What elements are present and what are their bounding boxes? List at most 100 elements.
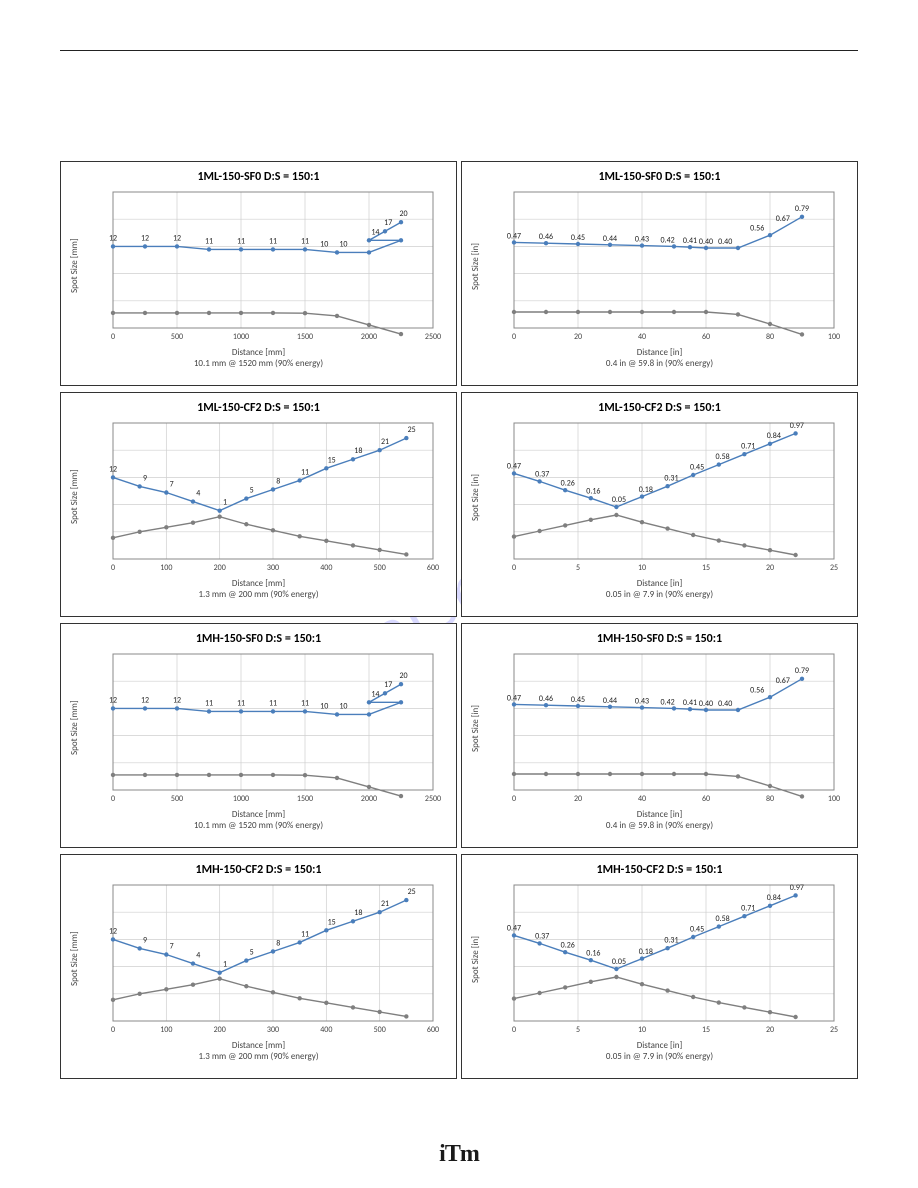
data-marker [244, 958, 248, 962]
data-marker [111, 937, 115, 941]
data-marker [303, 247, 307, 251]
data-label: 0.46 [539, 694, 553, 704]
data-marker [351, 1005, 355, 1009]
data-marker [544, 310, 548, 314]
data-label: 12 [109, 233, 117, 243]
data-label: 0.47 [507, 693, 521, 703]
data-marker [324, 1001, 328, 1005]
data-marker [614, 967, 618, 971]
data-marker [736, 774, 740, 778]
x-tick-label: 600 [427, 1025, 439, 1035]
data-marker [303, 311, 307, 315]
data-label: 5 [250, 948, 254, 958]
data-label: 0.16 [586, 948, 600, 958]
data-marker [691, 473, 695, 477]
data-marker [111, 475, 115, 479]
data-line [514, 312, 802, 334]
data-line [113, 222, 401, 252]
x-tick-label: 100 [828, 794, 840, 804]
data-label: 4 [196, 951, 200, 961]
data-label: 0.41 [683, 236, 697, 246]
x-tick-label: 10 [638, 1025, 646, 1035]
data-label: 18 [354, 446, 362, 456]
x-tick-label: 400 [320, 563, 332, 573]
data-marker [576, 310, 580, 314]
data-marker [768, 548, 772, 552]
chart-panel: 1ML-150-SF0 D:S = 150:1Spot Size [mm]050… [60, 161, 457, 386]
top-rule [60, 50, 858, 51]
data-label: 10 [320, 239, 328, 249]
data-label: 1 [223, 960, 227, 970]
data-marker [399, 332, 403, 336]
chart-wrap: Spot Size [mm]01002003004005006001297415… [67, 417, 450, 577]
x-tick-label: 500 [171, 794, 183, 804]
data-label: 11 [301, 467, 309, 477]
chart-panel: 1MH-150-SF0 D:S = 150:1Spot Size [mm]050… [60, 623, 457, 848]
data-marker [800, 794, 804, 798]
data-marker [217, 976, 221, 980]
data-marker [111, 311, 115, 315]
data-marker [217, 508, 221, 512]
data-label: 10 [339, 701, 347, 711]
data-marker [324, 466, 328, 470]
data-marker [137, 530, 141, 534]
data-label: 9 [143, 935, 147, 945]
data-label: 8 [276, 476, 280, 486]
data-marker [377, 448, 381, 452]
data-marker [768, 442, 772, 446]
data-marker [608, 772, 612, 776]
x-tick-label: 0 [512, 332, 516, 342]
x-tick-label: 300 [267, 563, 279, 573]
data-label: 0.05 [612, 495, 626, 505]
data-label: 9 [143, 473, 147, 483]
data-marker [175, 244, 179, 248]
data-marker [563, 488, 567, 492]
data-label: 12 [141, 695, 149, 705]
data-marker [377, 548, 381, 552]
data-label: 0.47 [507, 924, 521, 934]
data-marker [640, 956, 644, 960]
x-tick-label: 500 [374, 563, 386, 573]
data-marker [377, 910, 381, 914]
data-marker [191, 983, 195, 987]
data-marker [271, 990, 275, 994]
data-label: 0.97 [790, 883, 804, 893]
plot-area: 0500100015002000250012121211111111101014… [82, 186, 450, 346]
data-marker [717, 538, 721, 542]
data-marker [589, 518, 593, 522]
chart-wrap: Spot Size [in]0204060801000.470.460.450.… [468, 186, 851, 346]
data-marker [335, 776, 339, 780]
data-label: 0.47 [507, 231, 521, 241]
data-label: 14 [371, 227, 379, 237]
data-line [113, 979, 406, 1017]
panel-caption: 0.4 in @ 59.8 in (90% energy) [468, 358, 851, 369]
data-label: 0.40 [718, 699, 732, 709]
data-marker [793, 553, 797, 557]
chart-wrap: Spot Size [in]0204060801000.470.460.450.… [468, 648, 851, 808]
data-marker [589, 958, 593, 962]
chart-panel: 1ML-150-CF2 D:S = 150:1Spot Size [in]051… [461, 392, 858, 617]
x-tick-label: 600 [427, 563, 439, 573]
data-marker [207, 311, 211, 315]
chart-svg: 05101520250.470.370.260.160.050.180.310.… [483, 417, 851, 577]
data-label: 0.79 [795, 204, 809, 214]
chart-grid: 1ML-150-SF0 D:S = 150:1Spot Size [mm]050… [60, 161, 858, 1079]
data-label: 0.43 [635, 697, 649, 707]
plot-area: 0100200300400500600129741581115182125 [82, 417, 450, 577]
data-marker [736, 708, 740, 712]
data-marker [742, 543, 746, 547]
data-marker [793, 1015, 797, 1019]
data-marker [512, 534, 516, 538]
data-marker [143, 311, 147, 315]
data-marker [164, 952, 168, 956]
chart-wrap: Spot Size [mm]01002003004005006001297415… [67, 879, 450, 1039]
data-marker [175, 773, 179, 777]
data-label: 15 [328, 917, 336, 927]
data-marker [164, 490, 168, 494]
data-marker [800, 215, 804, 219]
data-marker [640, 772, 644, 776]
data-marker [164, 525, 168, 529]
data-marker [143, 244, 147, 248]
data-line [514, 515, 796, 555]
data-marker [239, 247, 243, 251]
